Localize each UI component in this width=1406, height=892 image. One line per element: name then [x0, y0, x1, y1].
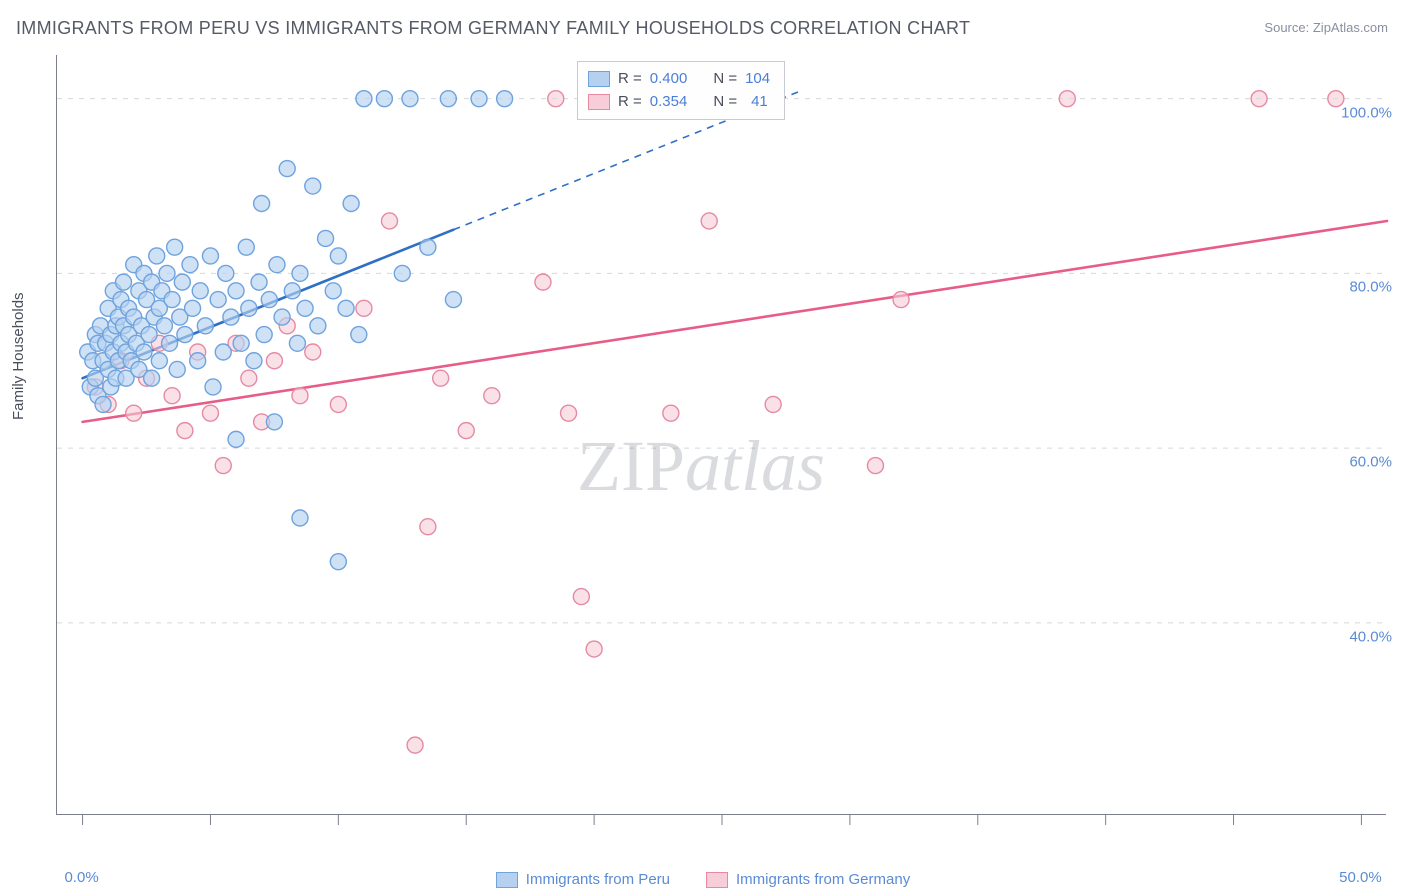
source-label: Source:	[1264, 20, 1309, 35]
source-attribution: Source: ZipAtlas.com	[1264, 20, 1388, 35]
germany-n: 41	[745, 91, 768, 114]
legend-item-germany: Immigrants from Germany	[706, 871, 910, 888]
x-tick-label: 0.0%	[64, 869, 98, 886]
r-label: R =	[618, 68, 642, 91]
y-axis-label: Family Households	[10, 292, 27, 420]
y-tick-label: 80.0%	[1349, 279, 1392, 296]
germany-r: 0.354	[650, 91, 688, 114]
chart-title: IMMIGRANTS FROM PERU VS IMMIGRANTS FROM …	[16, 18, 970, 39]
stats-row-peru: R = 0.400 N = 104	[588, 68, 770, 91]
swatch-peru	[496, 872, 518, 888]
swatch-peru	[588, 71, 610, 87]
stats-legend: R = 0.400 N = 104 R = 0.354 N = 41	[577, 61, 785, 120]
swatch-germany	[588, 94, 610, 110]
x-tick-label: 50.0%	[1339, 869, 1382, 886]
legend-item-peru: Immigrants from Peru	[496, 871, 670, 888]
y-tick-label: 60.0%	[1349, 454, 1392, 471]
source-name: ZipAtlas.com	[1313, 20, 1388, 35]
n-label: N =	[713, 91, 737, 114]
peru-n: 104	[745, 68, 770, 91]
y-tick-label: 40.0%	[1349, 628, 1392, 645]
y-tick-label: 100.0%	[1341, 104, 1392, 121]
plot-area: ZIPatlas R = 0.400 N = 104 R = 0.354 N =…	[56, 55, 1386, 815]
stats-row-germany: R = 0.354 N = 41	[588, 91, 770, 114]
r-label: R =	[618, 91, 642, 114]
peru-r: 0.400	[650, 68, 688, 91]
legend-label-germany: Immigrants from Germany	[736, 871, 910, 888]
swatch-germany	[706, 872, 728, 888]
n-label: N =	[713, 68, 737, 91]
legend-label-peru: Immigrants from Peru	[526, 871, 670, 888]
bottom-legend: Immigrants from Peru Immigrants from Ger…	[0, 871, 1406, 888]
chart-svg	[57, 55, 1386, 814]
